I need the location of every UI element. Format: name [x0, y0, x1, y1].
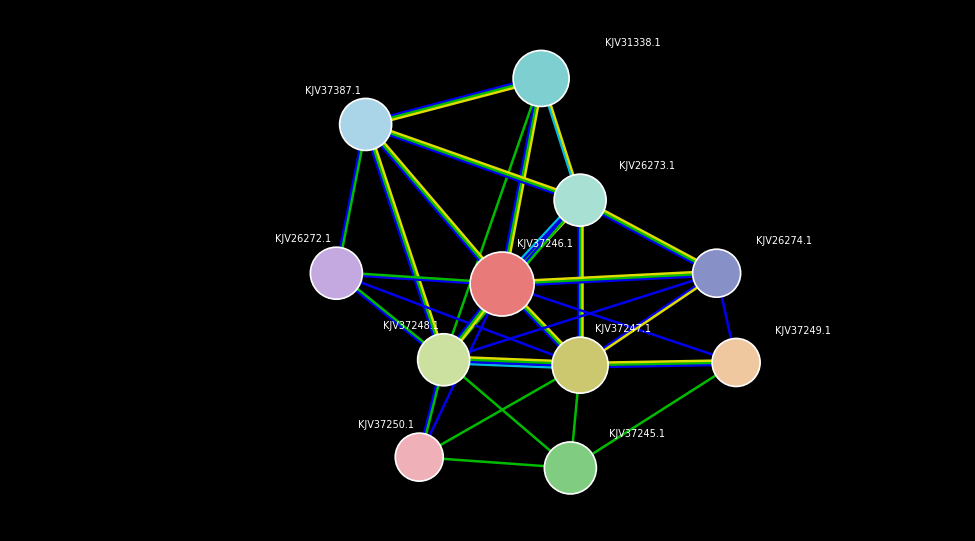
Circle shape — [544, 442, 597, 494]
Circle shape — [692, 249, 741, 297]
Text: KJV37246.1: KJV37246.1 — [517, 239, 572, 249]
Text: KJV26273.1: KJV26273.1 — [619, 161, 675, 171]
Circle shape — [513, 50, 569, 107]
Text: KJV37387.1: KJV37387.1 — [305, 85, 361, 96]
Circle shape — [339, 98, 392, 150]
Circle shape — [310, 247, 363, 299]
Text: KJV37247.1: KJV37247.1 — [595, 325, 650, 334]
Text: KJV26272.1: KJV26272.1 — [275, 234, 332, 245]
Text: KJV31338.1: KJV31338.1 — [604, 38, 660, 48]
Text: KJV37250.1: KJV37250.1 — [359, 420, 414, 431]
Text: KJV37249.1: KJV37249.1 — [775, 326, 831, 336]
Circle shape — [712, 339, 760, 386]
Text: KJV26274.1: KJV26274.1 — [756, 236, 811, 247]
Text: KJV37245.1: KJV37245.1 — [609, 429, 665, 439]
Circle shape — [552, 337, 608, 393]
Circle shape — [470, 252, 534, 316]
Circle shape — [395, 433, 444, 481]
Circle shape — [417, 334, 470, 386]
Circle shape — [554, 174, 606, 226]
Text: KJV37248.1: KJV37248.1 — [383, 321, 439, 331]
